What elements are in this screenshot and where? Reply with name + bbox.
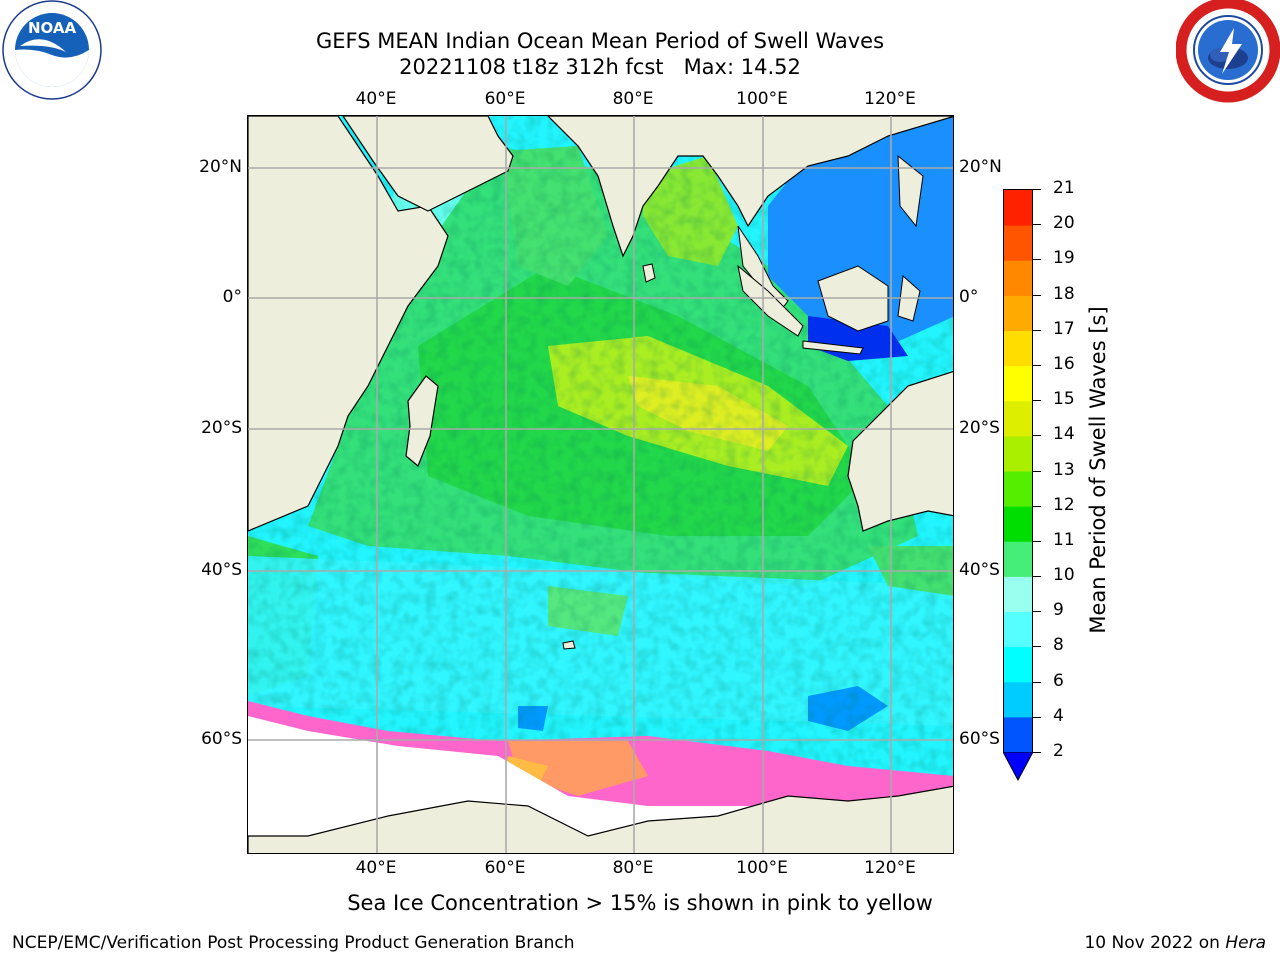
colorbar-tick-label: 19 (1053, 248, 1075, 269)
colorbar-segment (1004, 400, 1032, 437)
land-sumatra (737, 264, 804, 337)
colorbar-segment (1004, 541, 1032, 577)
colorbar-segment (1004, 646, 1032, 683)
lat-tick-left: 0° (222, 287, 242, 307)
colorbar-segment (1004, 190, 1032, 226)
colorbar-tick-label: 15 (1053, 389, 1075, 410)
land-java (802, 340, 864, 355)
land-philippines (897, 154, 924, 228)
land-australia (847, 371, 953, 532)
map-panel (247, 115, 954, 854)
colorbar-tick-label: 4 (1053, 705, 1064, 726)
colorbar-tick-label: 11 (1053, 529, 1075, 550)
lat-tick-left: 40°S (201, 560, 242, 580)
lon-tick-bottom: 80°E (612, 858, 654, 878)
colorbar-tick-mark (1033, 259, 1041, 261)
land-madagascar (405, 375, 439, 467)
colorbar-tick-label: 21 (1053, 178, 1075, 198)
colorbar-tick-mark (1033, 470, 1041, 472)
land-kerguelen (562, 640, 576, 650)
lat-tick-right: 40°S (959, 560, 1000, 580)
colorbar-tick-label: 18 (1053, 283, 1075, 304)
colorbar-segment (1004, 681, 1032, 718)
colorbar-label: Mean Period of Swell Waves [s] (1086, 306, 1110, 634)
map-title: GEFS MEAN Indian Ocean Mean Period of Sw… (315, 29, 885, 53)
colorbar-segment (1004, 260, 1032, 296)
colorbar-tick-mark (1033, 611, 1041, 613)
footer-credit: NCEP/EMC/Verification Post Processing Pr… (12, 933, 575, 953)
lon-tick-top: 120°E (864, 89, 916, 109)
colorbar-tick-mark (1033, 576, 1041, 578)
colorbar-segment (1004, 471, 1032, 507)
colorbar-tick-label: 12 (1053, 494, 1075, 515)
colorbar-tick-label: 8 (1053, 635, 1064, 656)
colorbar-segment (1004, 716, 1032, 753)
lon-tick-top: 40°E (355, 89, 397, 109)
lon-tick-bottom: 60°E (484, 858, 526, 878)
colorbar-tick-mark (1033, 189, 1041, 190)
graticule (248, 116, 953, 853)
colorbar-tick-mark (1033, 681, 1041, 683)
land-antarctica (248, 785, 953, 853)
colorbar-segment (1004, 576, 1032, 612)
land-africa (248, 116, 449, 532)
colorbar-tick-label: 17 (1053, 318, 1075, 339)
colorbar-tick-label: 16 (1053, 353, 1075, 374)
lon-tick-top: 60°E (484, 89, 526, 109)
colorbar-tick-label: 10 (1053, 565, 1075, 586)
lon-tick-top: 100°E (736, 89, 788, 109)
colorbar-tick-mark (1033, 294, 1041, 296)
colorbar-scale (1004, 190, 1032, 753)
colorbar-tick-mark (1033, 364, 1041, 366)
footer-date: 10 Nov 2022 on Hera (1084, 933, 1266, 953)
map-subtitle: 20221108 t18z 312h fcst Max: 14.52 (399, 55, 801, 79)
lon-tick-top: 80°E (612, 89, 654, 109)
colorbar-segment (1004, 435, 1032, 472)
colorbar-tick-mark (1033, 716, 1041, 718)
lat-tick-right: 20°N (959, 157, 1002, 177)
national-weather-service-logo (1176, 0, 1280, 103)
colorbar-tick-label: 2 (1053, 741, 1064, 761)
colorbar-tick-label: 14 (1053, 424, 1075, 445)
swell-period-map (248, 116, 953, 853)
lon-tick-bottom: 120°E (864, 858, 916, 878)
lat-tick-left: 20°S (201, 418, 242, 438)
lat-tick-right: 60°S (959, 729, 1000, 749)
colorbar-segment (1004, 225, 1032, 261)
colorbar-segment (1004, 365, 1032, 402)
lat-tick-left: 60°S (201, 729, 242, 749)
colorbar-tick-mark (1033, 752, 1041, 753)
colorbar-tick-mark (1033, 505, 1041, 507)
land-arabia (342, 116, 514, 212)
colorbar-tick-mark (1033, 435, 1041, 437)
colorbar-segment (1004, 295, 1032, 331)
footer-date-text: 10 Nov 2022 on (1084, 933, 1220, 953)
colorbar-tick-mark (1033, 646, 1041, 648)
colorbar-tick-mark (1033, 329, 1041, 331)
colorbar-tick-label: 9 (1053, 600, 1064, 621)
lat-tick-right: 0° (959, 287, 979, 307)
lat-tick-right: 20°S (959, 418, 1000, 438)
colorbar-segment (1004, 611, 1032, 648)
land-india-asia (547, 116, 953, 258)
colorbar-tick-mark (1033, 540, 1041, 542)
footer-host: Hera (1225, 933, 1266, 953)
colorbar-extend-arrow (1003, 752, 1033, 782)
colorbar-segment (1004, 330, 1032, 367)
colorbar-tick-label: 6 (1053, 670, 1064, 691)
noaa-logo: NOAA (2, 0, 102, 100)
colorbar (1003, 189, 1033, 753)
lat-tick-left: 20°N (199, 157, 242, 177)
land-sri-lanka (642, 263, 656, 283)
colorbar-tick-mark (1033, 224, 1041, 226)
colorbar-tick-label: 20 (1053, 213, 1075, 234)
colorbar-segment (1004, 506, 1032, 542)
colorbar-tick-label: 13 (1053, 459, 1075, 480)
colorbar-tick-mark (1033, 400, 1041, 402)
lon-tick-bottom: 100°E (736, 858, 788, 878)
noaa-logo-text: NOAA (28, 19, 77, 37)
lon-tick-bottom: 40°E (355, 858, 397, 878)
sea-ice-note: Sea Ice Concentration > 15% is shown in … (347, 891, 933, 915)
